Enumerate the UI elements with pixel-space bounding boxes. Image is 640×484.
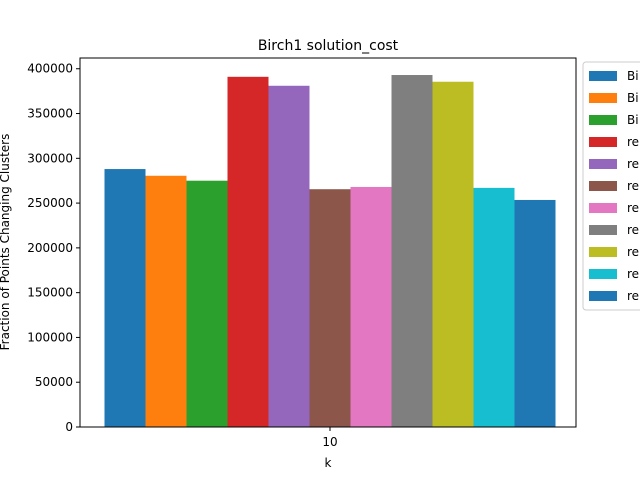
legend-swatch (589, 71, 617, 81)
legend-swatch (589, 115, 617, 125)
y-tick-label: 100000 (27, 330, 73, 344)
bar-series-3 (186, 180, 228, 427)
bar-series-9 (432, 81, 474, 427)
bars-layer (104, 75, 556, 428)
x-tick-label: 10 (322, 435, 337, 449)
legend-label: re (627, 245, 639, 259)
legend-swatch (589, 269, 617, 279)
y-tick-label: 300000 (27, 151, 73, 165)
y-tick-label: 150000 (27, 286, 73, 300)
legend-label: re (627, 179, 639, 193)
y-tick-label: 250000 (27, 196, 73, 210)
legend-label: re (627, 135, 639, 149)
bar-series-8 (391, 75, 433, 427)
legend-swatch (589, 291, 617, 301)
bar-series-10 (473, 187, 515, 427)
legend: Bi Bi Bi re re re re re re re re (582, 61, 640, 311)
y-tick-label: 350000 (27, 107, 73, 121)
y-axis: 0 50000 100000 150000 200000 250000 300000 3500… (27, 62, 80, 434)
legend-swatch (589, 93, 617, 103)
y-tick-label: 50000 (35, 375, 73, 389)
legend-swatch (589, 225, 617, 235)
bar-series-4 (227, 76, 269, 427)
y-axis-label: Fraction of Points Changing Clusters (0, 134, 12, 351)
legend-label: re (627, 201, 639, 215)
legend-label: Bi (627, 113, 639, 127)
legend-label: re (627, 267, 639, 281)
chart-title: Birch1 solution_cost (258, 38, 399, 54)
legend-label: Bi (627, 69, 639, 83)
x-axis: 10 (322, 427, 338, 449)
bar-series-5 (268, 85, 310, 428)
x-axis-label: k (325, 456, 332, 470)
bar-series-6 (309, 189, 351, 427)
bar-series-7 (350, 186, 392, 427)
bar-series-2 (145, 175, 187, 427)
legend-label: Bi (627, 91, 639, 105)
legend-swatch (589, 247, 617, 257)
plot-frame (79, 57, 577, 428)
legend-label: re (627, 157, 639, 171)
bar-series-1 (104, 169, 146, 427)
legend-label: re (627, 223, 639, 237)
legend-swatch (589, 203, 617, 213)
bar-series-11 (514, 199, 556, 427)
y-tick-label: 400000 (27, 62, 73, 76)
legend-swatch (589, 181, 617, 191)
legend-label: re (627, 289, 639, 303)
legend-swatch (589, 159, 617, 169)
y-tick-label: 0 (65, 420, 73, 434)
y-tick-label: 200000 (27, 241, 73, 255)
legend-swatch (589, 137, 617, 147)
